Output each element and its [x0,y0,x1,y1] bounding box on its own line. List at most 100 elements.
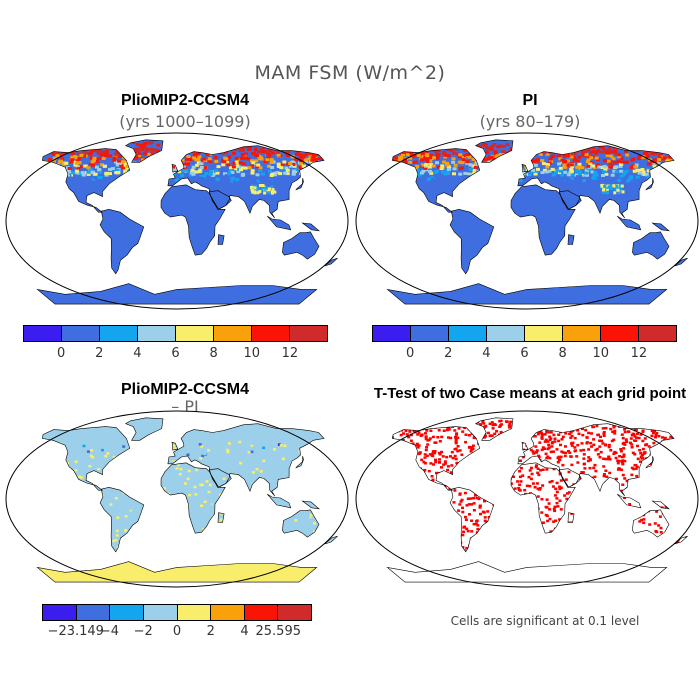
significant-cell [604,457,608,461]
map-cell [71,171,76,175]
map-cell [435,161,439,165]
significant-cell [535,482,539,485]
significant-cell [604,426,608,430]
significant-cell [545,498,549,501]
significant-cell [592,438,596,441]
map-cell [533,172,538,176]
map-cell [298,446,302,449]
map-cell [235,160,240,164]
map-cell [435,153,440,157]
map-cell [104,173,109,177]
significant-cell [484,435,487,438]
map-cell [131,501,134,504]
significant-cell [630,443,634,446]
map-cell [247,175,252,179]
map-cell [98,176,103,179]
map-cell [577,169,582,173]
map-cell [100,163,104,167]
map-cell [215,171,220,175]
significant-cell [559,443,562,447]
significant-cell [438,461,442,464]
significant-cell [451,456,455,460]
map-cell [163,487,166,490]
map-cell [619,156,624,160]
significant-cell [641,439,645,443]
map-cell [11,528,14,531]
land-africa [511,184,576,256]
map-cell [201,454,205,458]
significant-cell [374,453,377,456]
significant-cell [472,496,476,500]
map-cell [633,140,638,144]
significant-cell [528,469,532,472]
map-cell [493,150,498,154]
map-cell [610,173,615,177]
map-cell [276,165,281,168]
map-cell [150,151,155,155]
significant-cell [548,508,552,511]
significant-cell [541,446,545,449]
significant-cell [603,473,606,476]
significant-cell [589,441,593,445]
map-cell [262,459,266,463]
significant-cell [547,502,551,505]
significant-cell [612,438,616,441]
map-cell [222,461,226,464]
significant-cell [567,491,571,494]
significant-cell [458,493,462,496]
significant-cell [649,427,653,430]
significant-cell [377,445,380,448]
significant-cell [434,458,437,462]
colorbar-swatch [214,326,252,341]
significant-cell [422,460,426,464]
map-cell [79,153,84,157]
significant-cell [628,441,632,445]
significant-cell [564,432,568,435]
colorbar-swatch [373,326,411,341]
map-cell [156,143,161,147]
map-cell [285,153,290,157]
map-cell [471,164,476,168]
significant-cell [482,422,486,425]
map-cell [238,149,243,153]
significant-cell [580,471,584,474]
map-cell [551,173,556,177]
map-cell [192,156,197,160]
map-cell [616,176,621,180]
significant-cell [558,487,562,491]
significant-cell [548,480,552,484]
map-cell [65,179,70,183]
significant-cell [621,473,625,477]
map-cell [476,143,480,147]
map-cell [613,184,617,188]
land-newGuinea [302,501,319,509]
colorbar-swatch [487,326,525,341]
map-cell [560,158,565,162]
significant-cell [538,441,542,444]
significant-cell [518,475,522,479]
map-cell [603,188,607,192]
map-cell [108,454,112,458]
map-cell [102,164,107,168]
significant-cell [614,419,618,422]
map-cell [585,160,590,164]
map-cell [65,168,70,172]
significant-cell [464,518,468,521]
map-cell [598,179,603,183]
map-cell [94,157,99,161]
map-cell [425,158,429,162]
map-cell [115,168,120,172]
map-cell [608,165,613,169]
significant-cell [438,458,441,461]
map-cell [313,530,317,533]
map-cell [64,161,69,165]
significant-cell [401,425,404,429]
significant-cell [417,419,421,422]
map-cell [331,171,336,174]
map-cell [461,158,466,162]
coastline [282,509,320,538]
significant-cell [560,438,564,441]
map-cell [305,147,310,151]
significant-cell [642,521,646,525]
significant-cell [369,539,372,542]
